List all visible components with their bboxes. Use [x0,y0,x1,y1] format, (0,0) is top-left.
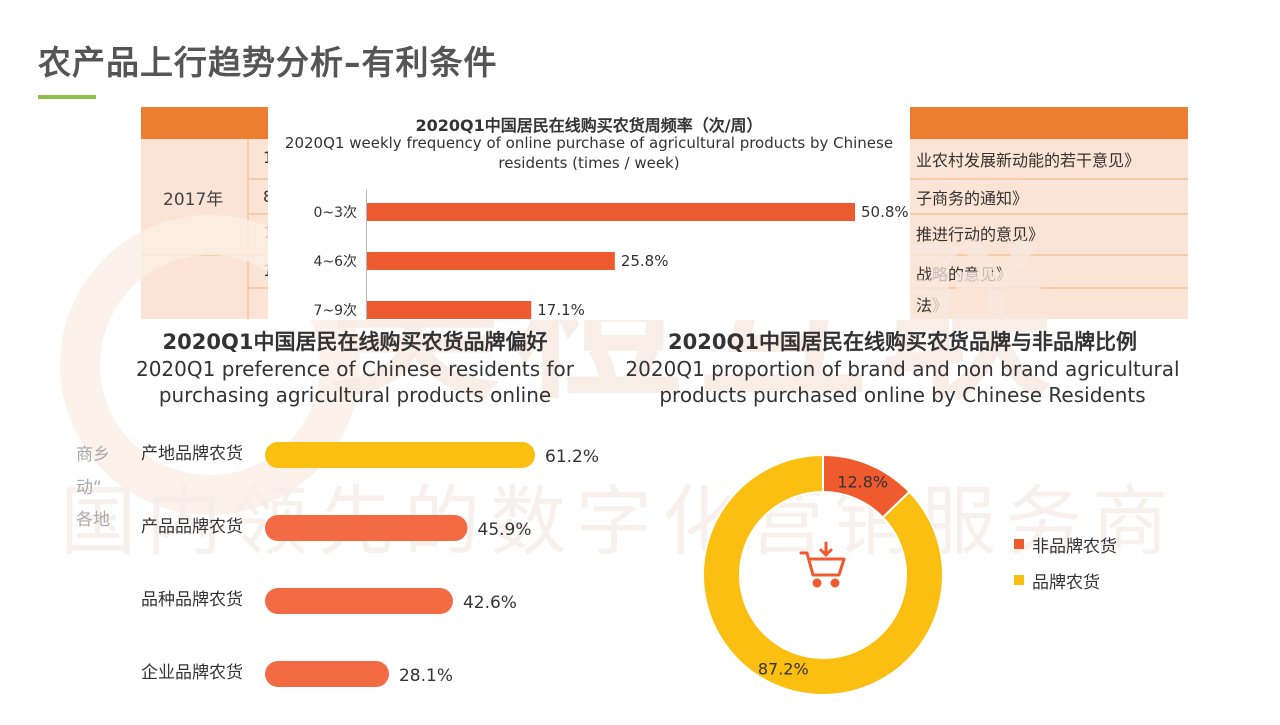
donut-legend: 非品牌农货 品牌农货 [1014,530,1117,602]
chart-axis [366,189,367,320]
shopping-cart-icon [799,541,846,588]
faded-text: 商乡 [76,445,110,465]
bar [265,588,453,614]
chart-subtitle: 2020Q1 proportion of brand and non brand… [625,357,1180,407]
category-label: 4~6次 [313,254,357,270]
donut-slice [702,453,944,696]
page-title: 农产品上行趋势分析–有利条件 [38,43,498,82]
category-label: 产品品牌农货 [141,517,243,537]
value-label: 61.2% [545,447,599,467]
table-cell-policy: 子商务的通知》 [916,189,1029,208]
value-label: 17.1% [537,301,585,319]
value-label: 28.1% [399,666,453,686]
frequency-bars: 0~3次 50.8% 4~6次 25.8% 7~9次 17.1% [313,203,909,319]
legend-item: 非品牌农货 [1014,530,1117,558]
bar [367,252,615,270]
category-label: 0~3次 [313,205,357,221]
value-label: 45.9% [478,520,532,540]
category-label: 品种品牌农货 [141,590,243,610]
slice-value-label: 12.8% [837,473,888,492]
brand-ratio-donut: 12.8% 87.2% [702,453,944,696]
value-label: 42.6% [463,593,517,613]
bar [367,203,855,221]
watermark-subtext: 国内领先的数字化营销服务商 [60,477,1178,566]
table-year-cell: 2017年 [163,190,224,210]
bar [265,515,468,541]
legend-swatch [1014,539,1024,549]
table-cell-policy: 业农村发展新动能的若干意见》 [916,151,1141,170]
category-label: 7~9次 [313,303,357,319]
chart-subtitle: 2020Q1 weekly frequency of online purcha… [284,134,894,172]
faded-text: 动“ [76,478,102,498]
chart-title: 2020Q1中国居民在线购买农货周频率（次/周） [415,116,763,135]
chart-title: 2020Q1中国居民在线购买农货品牌偏好 [162,330,548,354]
weekly-frequency-chart: 2020Q1中国居民在线购买农货周频率（次/周） 2020Q1 weekly f… [268,105,910,320]
chart-subtitle: 2020Q1 preference of Chinese residents f… [135,357,575,407]
title-underline [38,95,96,99]
category-label: 产地品牌农货 [141,444,243,464]
legend-item: 品牌农货 [1014,566,1117,594]
brand-ratio-title-block: 2020Q1中国居民在线购买农货品牌与非品牌比例 2020Q1 proporti… [615,328,1190,408]
value-label: 50.8% [861,203,909,221]
chart-title: 2020Q1中国居民在线购买农货品牌与非品牌比例 [668,330,1137,354]
legend-swatch [1014,575,1024,585]
faded-text: 各地 [76,510,110,530]
table-cell-policy: 法》 [916,296,949,315]
legend-label: 品牌农货 [1032,572,1100,593]
table-cell-policy: 战略的意见》 [916,265,1013,284]
slice-value-label: 87.2% [758,659,809,678]
bar [265,442,535,468]
bar [367,301,532,319]
category-label: 企业品牌农货 [141,663,243,683]
table-cell-policy: 推进行动的意见》 [916,225,1045,244]
brand-preference-chart: 产地品牌农货 61.2% 产品品牌农货 45.9% 品种品牌农货 42.6% 企业品牌农货 2… [141,442,599,687]
legend-label: 非品牌农货 [1032,536,1117,557]
brand-preference-title-block: 2020Q1中国居民在线购买农货品牌偏好 2020Q1 preference o… [120,328,590,408]
value-label: 25.8% [621,252,669,270]
bar [265,661,389,687]
